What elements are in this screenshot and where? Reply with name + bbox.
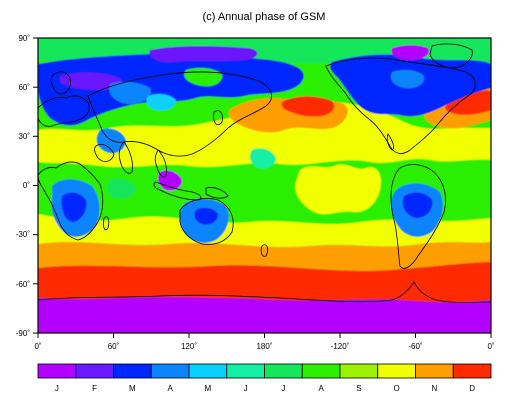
x-tick-label: 180˚: [256, 342, 272, 351]
colorbar-swatch: [301, 363, 341, 379]
coast-baja: [386, 133, 395, 151]
coast-arabia: [94, 144, 115, 162]
colorbar-cells: [37, 363, 492, 379]
colorbar-swatch: [150, 363, 190, 379]
colorbar: J F M A M J J A S O N D: [37, 363, 492, 393]
zone-australia-core: [194, 207, 218, 225]
colorbar-labels: J F M A M J J A S O N D: [55, 384, 475, 393]
y-tick-label: 60˚: [18, 83, 30, 92]
coast-scandinavia: [51, 71, 71, 95]
coast-europe: [38, 95, 90, 127]
colorbar-swatch: [264, 363, 303, 379]
zone-namerica-lightblue: [390, 69, 425, 89]
x-tick-label: -60˚: [408, 342, 423, 351]
coastlines: [38, 43, 491, 303]
y-tick-label: 30˚: [18, 132, 30, 141]
zone-south-yellow: [38, 214, 491, 247]
colorbar-swatch: [339, 363, 379, 379]
colorbar-label: N: [431, 384, 437, 393]
coast-newzealand: [260, 244, 269, 257]
zone-eurasia-blue: [38, 53, 304, 126]
coast-india: [118, 141, 133, 174]
zone-bengal-violet: [158, 170, 182, 191]
coast-japan: [213, 110, 223, 126]
coast-australia: [179, 198, 234, 245]
phase-map: [38, 38, 491, 333]
zone-pacific-yellow: [295, 164, 382, 215]
colorbar-label: J: [244, 384, 248, 393]
zone-south-red: [38, 262, 491, 303]
zone-atlantic-red: [445, 90, 491, 115]
coast-asia: [87, 71, 272, 157]
coast-samerica: [390, 164, 446, 269]
x-tick-label: 120˚: [181, 342, 197, 351]
y-tick-label: -60˚: [16, 280, 31, 289]
y-tick-label: 90˚: [18, 34, 30, 43]
colorbar-label: S: [356, 384, 361, 393]
colorbar-label: J: [281, 384, 285, 393]
colorbar-swatch: [113, 363, 152, 379]
colorbar-label: M: [205, 384, 212, 393]
coast-africa: [38, 161, 104, 241]
figure-title: (c) Annual phase of GSM: [203, 11, 326, 23]
zone-north-red: [281, 96, 335, 117]
colorbar-swatch: [415, 363, 454, 379]
zone-africa-core: [61, 192, 87, 222]
colorbar-label: D: [469, 384, 475, 393]
zone-asia-lightblue: [109, 81, 151, 104]
colorbar-swatch: [452, 363, 492, 379]
colorbar-label: M: [129, 384, 136, 393]
colorbar-label: J: [55, 384, 59, 393]
zone-pacific-green: [250, 148, 276, 169]
coast-indochina: [154, 149, 167, 178]
coast-madagascar: [103, 216, 110, 231]
x-tick-label: 0˚: [487, 342, 494, 351]
coast-greenland: [429, 43, 473, 69]
colorbar-swatch: [226, 363, 265, 379]
coast-newguinea: [205, 187, 229, 199]
coast-namerica: [325, 57, 476, 154]
colorbar-label: O: [394, 384, 400, 393]
colorbar-label: A: [167, 384, 173, 393]
zone-eurasia-violet: [60, 72, 122, 90]
y-tick-label: 0˚: [23, 181, 30, 190]
colorbar-label: A: [318, 384, 324, 393]
colorbar-swatch: [75, 363, 114, 379]
x-tick-label: -120˚: [331, 342, 350, 351]
zone-tibet-cyan: [146, 93, 176, 111]
colorbar-swatch: [377, 363, 416, 379]
y-tick-label: -30˚: [16, 230, 31, 239]
zone-north-yellow: [38, 101, 491, 168]
zone-arctic-violet: [149, 46, 258, 63]
coast-antarctica: [38, 281, 491, 303]
coast-indonesia: [153, 181, 202, 201]
x-tick-label: 60˚: [108, 342, 120, 351]
x-tick-label: 0˚: [34, 342, 41, 351]
zone-samerica-core: [402, 192, 433, 218]
zone-southasia-blue: [96, 128, 126, 154]
y-axis-labels: 90˚ 60˚ 30˚ 0˚ -30˚ -60˚ -90˚: [16, 34, 31, 338]
y-tick-label: -90˚: [16, 329, 31, 338]
x-axis-labels: 0˚ 60˚ 120˚ 180˚ -120˚ -60˚ 0˚: [34, 342, 494, 351]
colorbar-swatch: [188, 363, 228, 379]
colorbar-label: F: [92, 384, 97, 393]
axis-ticks: [33, 37, 492, 338]
zone-greenland-violet: [391, 45, 430, 60]
colorbar-swatch: [37, 363, 77, 379]
zone-indian-green: [107, 178, 136, 199]
